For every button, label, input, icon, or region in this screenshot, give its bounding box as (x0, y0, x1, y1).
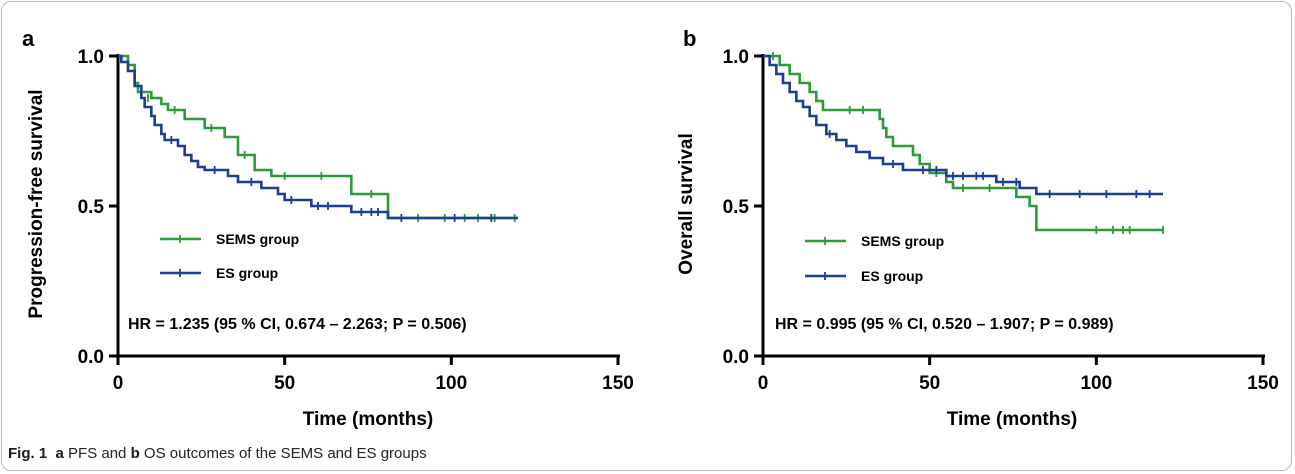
panel-b-series (763, 52, 1164, 234)
sems-curve (763, 54, 1163, 232)
caption-text-1: PFS and (68, 445, 127, 462)
panel-b: b 0 50 100 150 0.0 0.5 1.0 SEMS group ES group… (676, 26, 1279, 430)
caption-letter-b: b (130, 445, 140, 462)
panel-a-x-axis-title: Time (months) (303, 409, 434, 430)
x-tick-label: 50 (274, 373, 295, 394)
es-curve (763, 54, 1163, 196)
panel-a-axes: 0 50 100 150 0.0 0.5 1.0 (78, 47, 634, 394)
legend-es-label: ES group (861, 268, 923, 284)
panel-a: a 0 50 100 150 0.0 0.5 1.0 SEMS group ES group… (22, 26, 634, 430)
caption-letter-a: a (55, 445, 64, 462)
y-tick-label: 0.0 (723, 347, 749, 368)
panel-letter-b: b (683, 26, 696, 51)
x-tick-label: 100 (435, 373, 467, 394)
caption-text-2: OS outcomes of the SEMS and ES groups (143, 445, 427, 462)
sems-curve (118, 54, 518, 220)
x-tick-label: 0 (113, 373, 124, 394)
y-tick-label: 0.5 (723, 197, 750, 218)
legend-sems-label: SEMS group (861, 233, 944, 249)
y-tick-label: 0.0 (78, 347, 104, 368)
panel-b-axes: 0 50 100 150 0.0 0.5 1.0 (723, 47, 1279, 394)
es-curve (118, 54, 518, 220)
y-tick-label: 1.0 (723, 47, 749, 68)
panel-a-hr-annotation: HR = 1.235 (95 % CI, 0.674 – 2.263; P = … (128, 316, 467, 333)
panel-letter-a: a (22, 26, 35, 51)
legend-sems-label: SEMS group (216, 231, 299, 247)
caption-label: Fig. 1 (8, 445, 48, 462)
x-tick-label: 100 (1080, 373, 1112, 394)
panel-a-legend: SEMS group ES group (160, 231, 299, 281)
x-tick-label: 150 (602, 373, 634, 394)
legend-es-label: ES group (216, 265, 278, 281)
y-tick-label: 0.5 (78, 197, 105, 218)
panel-a-series (118, 54, 518, 222)
panel-a-y-axis-title: Progression-free survival (26, 89, 47, 318)
x-tick-label: 0 (758, 373, 769, 394)
y-tick-label: 1.0 (78, 47, 104, 68)
panel-b-x-axis-title: Time (months) (947, 409, 1078, 430)
panel-b-y-axis-title: Overall survival (676, 133, 697, 275)
panel-b-legend: SEMS group ES group (805, 233, 944, 284)
panel-b-hr-annotation: HR = 0.995 (95 % CI, 0.520 – 1.907; P = … (775, 316, 1114, 333)
x-tick-label: 50 (919, 373, 940, 394)
figure-caption: Fig. 1 a PFS and b OS outcomes of the SE… (8, 445, 427, 462)
x-tick-label: 150 (1247, 373, 1279, 394)
